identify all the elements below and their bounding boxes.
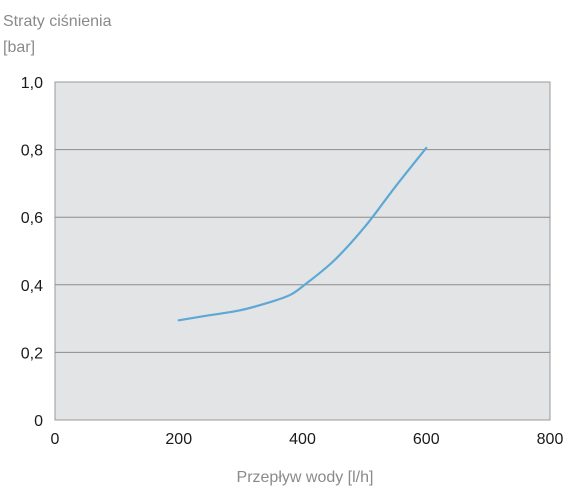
- x-tick-label: 400: [289, 431, 316, 448]
- x-axis-label: Przepływ wody [l/h]: [237, 469, 374, 486]
- y-tick-label: 0: [34, 413, 43, 430]
- x-tick-label: 200: [165, 431, 192, 448]
- series-line: [177, 146, 428, 322]
- x-tick-labels: 0 200 400 600 800: [51, 431, 564, 448]
- grid-lines: [55, 149, 550, 353]
- y-axis-label-line-2: [bar]: [3, 39, 35, 56]
- y-tick-label: 1,0: [21, 75, 43, 92]
- x-tick-label: 600: [413, 431, 440, 448]
- y-tick-label: 0,2: [21, 345, 43, 362]
- y-tick-label: 0,6: [21, 210, 43, 227]
- x-tick-label: 0: [51, 431, 60, 448]
- y-axis-label-line-1: Straty ciśnienia: [3, 13, 112, 30]
- x-tick-label: 800: [537, 431, 564, 448]
- y-tick-label: 0,4: [21, 278, 43, 295]
- y-tick-labels: 0 0,2 0,4 0,6 0,8 1,0: [21, 75, 43, 430]
- plot-area: [54, 81, 551, 421]
- y-tick-label: 0,8: [21, 143, 43, 160]
